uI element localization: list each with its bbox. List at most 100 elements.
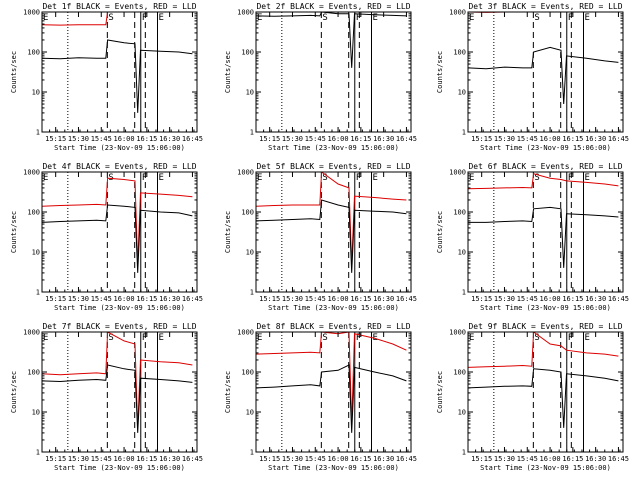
y-tick-label: 10 [458,409,466,417]
series-events-line [468,369,618,428]
x-tick-label: 15:15 [259,135,280,143]
event-marker-label: S [534,13,539,23]
event-marker-label: E [584,173,589,183]
y-tick-label: 1000 [449,329,466,337]
x-tick-label: 15:45 [517,295,538,303]
plot-frame [256,172,411,292]
x-tick-label: 16:30 [585,135,606,143]
x-axis-label: Start Time (23-Nov-09 15:06:00) [480,144,611,152]
x-tick-label: 16:15 [350,135,371,143]
panel-title: Det 5f BLACK = Events, RED = LLD [256,162,410,171]
x-tick-label: 15:30 [282,455,303,463]
series-events-line [256,12,406,68]
series-events-line [468,47,618,104]
event-marker-label: E [584,333,589,343]
y-tick-label: 1 [250,449,254,457]
x-tick-label: 16:00 [328,135,349,143]
y-axis-label: Counts/sec [10,51,18,93]
x-tick-label: 16:00 [540,455,561,463]
plot-frame [42,172,197,292]
y-tick-label: 10 [32,409,40,417]
panel-title: Det 7f BLACK = Events, RED = LLD [42,322,196,331]
x-tick-label: 15:30 [68,135,89,143]
x-tick-label: 16:00 [328,295,349,303]
y-tick-label: 1000 [449,169,466,177]
x-tick-label: 15:30 [68,455,89,463]
y-tick-label: 100 [453,49,466,57]
x-tick-label: 16:45 [182,295,203,303]
x-tick-label: 15:30 [494,455,515,463]
plot-frame [42,332,197,452]
panel-title: Det 4f BLACK = Events, RED = LLD [42,162,196,171]
y-axis-label: Counts/sec [436,51,444,93]
y-axis-label: Counts/sec [224,51,232,93]
event-marker-label: S [322,13,327,23]
x-tick-label: 15:15 [45,135,66,143]
y-tick-label: 1 [250,289,254,297]
event-marker-label: E [158,173,163,183]
x-tick-label: 15:30 [282,295,303,303]
y-tick-label: 10 [32,89,40,97]
plot-frame [256,332,411,452]
y-tick-label: 1 [250,129,254,137]
x-tick-label: 15:45 [517,135,538,143]
x-tick-label: 16:30 [373,295,394,303]
y-tick-label: 1 [462,289,466,297]
y-tick-label: 1 [36,129,40,137]
panel-title: Det 9f BLACK = Events, RED = LLD [468,322,622,331]
x-axis-label: Start Time (23-Nov-09 15:06:00) [54,464,185,472]
x-tick-label: 15:15 [45,295,66,303]
x-tick-label: 16:15 [136,135,157,143]
x-tick-label: 16:45 [608,295,629,303]
x-tick-label: 15:45 [91,135,112,143]
x-tick-label: 15:45 [305,455,326,463]
panel-title: Det 8f BLACK = Events, RED = LLD [256,322,410,331]
x-tick-label: 16:30 [373,135,394,143]
y-tick-label: 100 [241,209,254,217]
y-tick-label: 10 [458,249,466,257]
y-tick-label: 10 [246,89,254,97]
series-lld-line [256,332,406,424]
y-tick-label: 1 [462,449,466,457]
y-tick-label: 10 [246,249,254,257]
series-events-line [42,40,192,113]
x-axis-label: Start Time (23-Nov-09 15:06:00) [268,144,399,152]
y-tick-label: 10 [32,249,40,257]
plot-frame [468,172,623,292]
x-tick-label: 15:45 [305,295,326,303]
x-tick-label: 15:45 [517,455,538,463]
x-tick-label: 16:15 [136,455,157,463]
x-tick-label: 16:30 [585,295,606,303]
x-tick-label: 16:15 [562,135,583,143]
event-marker-label: E [158,333,163,343]
x-tick-label: 16:15 [350,455,371,463]
plot-frame [468,12,623,132]
x-tick-label: 16:00 [114,295,135,303]
x-axis-label: Start Time (23-Nov-09 15:06:00) [54,304,185,312]
x-tick-label: 15:15 [45,455,66,463]
y-axis-label: Counts/sec [10,211,18,253]
event-marker-label: E [158,13,163,23]
series-lld-line [256,172,406,264]
y-tick-label: 100 [453,369,466,377]
x-tick-label: 15:15 [259,295,280,303]
x-tick-label: 16:15 [562,295,583,303]
x-tick-label: 16:00 [114,455,135,463]
y-tick-label: 100 [27,209,40,217]
x-tick-label: 16:45 [182,455,203,463]
x-tick-label: 16:45 [608,455,629,463]
x-tick-label: 15:15 [471,455,492,463]
x-tick-label: 16:45 [182,135,203,143]
plot-frame [42,12,197,132]
x-tick-label: 15:30 [68,295,89,303]
x-axis-label: Start Time (23-Nov-09 15:06:00) [480,464,611,472]
x-tick-label: 16:45 [396,455,417,463]
series-events-line [42,205,192,273]
event-marker-label: E [372,173,377,183]
